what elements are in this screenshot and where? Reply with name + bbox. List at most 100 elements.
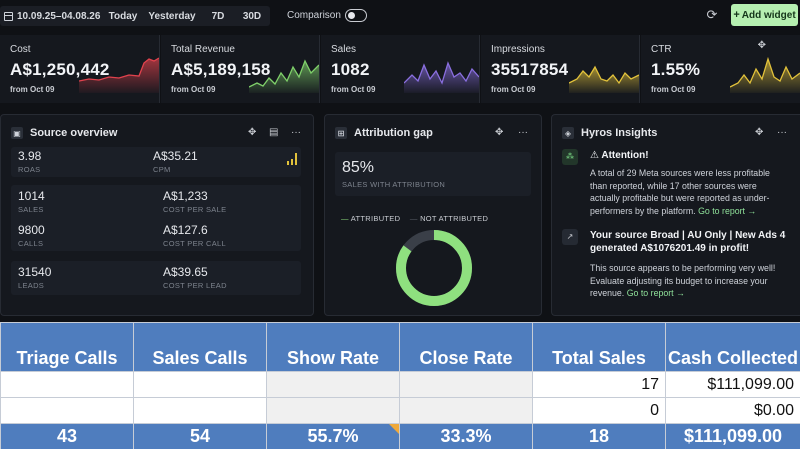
- header-sales-calls[interactable]: Sales Calls: [133, 322, 267, 372]
- more-icon[interactable]: ···: [518, 127, 528, 138]
- metric-card-leads[interactable]: 31540 LEADS A$39.65 COST PER LEAD: [11, 261, 301, 295]
- sales-sparkline: [404, 61, 479, 93]
- total-close-rate[interactable]: 33.3%: [399, 423, 533, 449]
- kpi-value: A$1,250,442: [10, 60, 110, 79]
- source-icon: ▣: [11, 127, 23, 139]
- metric-value: A$35.21: [153, 149, 198, 163]
- table-cell[interactable]: [0, 371, 134, 398]
- preset-today-button[interactable]: Today: [104, 6, 142, 26]
- kpi-card-impressions[interactable]: Impressions 35517854 from Oct 09: [481, 35, 640, 103]
- table-cell[interactable]: [133, 397, 267, 424]
- metric-value: 9800: [18, 223, 45, 237]
- comparison-label: Comparison: [287, 10, 341, 21]
- move-icon[interactable]: ✥: [495, 127, 504, 138]
- go-to-report-link[interactable]: Go to report →: [626, 288, 685, 298]
- table-cell[interactable]: [266, 397, 400, 424]
- kpi-value: 1.55%: [651, 60, 701, 79]
- preset-30d-button[interactable]: 30D: [234, 6, 270, 26]
- metric-card-sales-calls[interactable]: 1014 SALES A$1,233 COST PER SALE 9800 CA…: [11, 185, 301, 251]
- kpi-card-cost[interactable]: Cost A$1,250,442 from Oct 09: [0, 35, 160, 103]
- cost-sparkline: [79, 57, 159, 93]
- header-close-rate[interactable]: Close Rate: [399, 322, 533, 372]
- kpi-label: CTR: [651, 44, 672, 55]
- table-header-row: Triage Calls Sales Calls Show Rate Close…: [0, 322, 800, 372]
- more-icon[interactable]: ···: [777, 127, 787, 138]
- kpi-subtitle: from Oct 09: [331, 85, 376, 94]
- insight-body: This source appears to be performing ver…: [590, 262, 788, 300]
- attribution-icon: ⊞: [335, 127, 347, 139]
- ctr-sparkline: [730, 56, 800, 93]
- table-row: 0 $0.00: [0, 397, 800, 424]
- panel-title: Source overview: [30, 127, 118, 139]
- metric-label: COST PER SALE: [163, 205, 227, 214]
- calendar-icon: [4, 11, 13, 21]
- metric-label: CALLS: [18, 239, 44, 248]
- table-cell[interactable]: [266, 371, 400, 398]
- metric-value: 1014: [18, 189, 45, 203]
- comparison-toggle[interactable]: [345, 9, 367, 22]
- header-triage-calls[interactable]: Triage Calls: [0, 322, 134, 372]
- kpi-card-total-revenue[interactable]: Total Revenue A$5,189,158 from Oct 09: [161, 35, 320, 103]
- table-cell[interactable]: [399, 397, 533, 424]
- panel-title: Attribution gap: [354, 127, 433, 139]
- table-cell[interactable]: [399, 371, 533, 398]
- plus-icon: +: [733, 9, 740, 21]
- kpi-value: 35517854: [491, 60, 569, 79]
- insight-text: This source appears to be performing ver…: [590, 263, 776, 298]
- table-cell[interactable]: [0, 397, 134, 424]
- more-icon[interactable]: ···: [291, 127, 301, 138]
- sales-table: Triage Calls Sales Calls Show Rate Close…: [0, 322, 800, 449]
- attribution-percent: 85%: [342, 159, 375, 176]
- metric-card-roas[interactable]: 3.98 ROAS A$35.21 CPM: [11, 147, 301, 177]
- kpi-label: Impressions: [491, 44, 545, 55]
- kpi-row: Cost A$1,250,442 from Oct 09 Total Reven…: [0, 35, 800, 103]
- go-to-report-link[interactable]: Go to report →: [698, 205, 757, 216]
- table-cell[interactable]: $0.00: [665, 397, 800, 424]
- preset-7d-button[interactable]: 7D: [202, 6, 234, 26]
- spreadsheet: Triage Calls Sales Calls Show Rate Close…: [0, 322, 800, 449]
- header-cash-collected[interactable]: Cash Collected: [665, 322, 800, 372]
- table-cell[interactable]: [133, 371, 267, 398]
- insight-alert-icon: ⁂: [562, 149, 578, 165]
- legend-attributed-swatch: —: [341, 214, 349, 223]
- preset-yesterday-button[interactable]: Yesterday: [142, 6, 202, 26]
- total-triage-calls[interactable]: 43: [0, 423, 134, 449]
- kpi-label: Sales: [331, 44, 357, 55]
- kpi-subtitle: from Oct 09: [651, 85, 696, 94]
- kpi-card-ctr[interactable]: CTR 1.55% from Oct 09 ✥: [641, 35, 800, 103]
- document-icon[interactable]: ▤: [269, 127, 279, 138]
- metric-label: CPM: [153, 165, 171, 174]
- attribution-donut-chart: [396, 230, 472, 306]
- insight-text: A total of 29 Meta sources were less pro…: [590, 168, 770, 216]
- move-icon[interactable]: ✥: [757, 40, 766, 51]
- header-show-rate[interactable]: Show Rate: [266, 322, 400, 372]
- total-cash-collected[interactable]: $111,099.00: [665, 423, 800, 449]
- table-cell[interactable]: 17: [532, 371, 666, 398]
- move-icon[interactable]: ✥: [248, 127, 257, 138]
- kpi-value: 1082: [331, 60, 370, 79]
- top-toolbar: 10.09.25–04.08.26 Today Yesterday 7D 30D…: [0, 0, 800, 33]
- impressions-sparkline: [569, 65, 639, 93]
- kpi-label: Total Revenue: [171, 44, 235, 55]
- total-show-rate[interactable]: 55.7%: [266, 423, 400, 449]
- total-sales[interactable]: 18: [532, 423, 666, 449]
- refresh-icon[interactable]: ⟳: [706, 7, 718, 22]
- insights-icon: ◈: [562, 127, 574, 139]
- metric-label: SALES: [18, 205, 44, 214]
- table-cell[interactable]: 0: [532, 397, 666, 424]
- add-widget-button[interactable]: + Add widget: [731, 4, 798, 26]
- trend-icon: ↗: [562, 229, 578, 245]
- bar-chart-icon: [287, 153, 297, 165]
- metric-value: A$39.65: [163, 265, 208, 279]
- header-total-sales[interactable]: Total Sales: [532, 322, 666, 372]
- hyros-insights-panel: ◈ Hyros Insights ✥ ···: [551, 114, 800, 316]
- attribution-percent-label: SALES WITH ATTRIBUTION: [342, 180, 446, 189]
- total-sales-calls[interactable]: 54: [133, 423, 267, 449]
- kpi-subtitle: from Oct 09: [171, 85, 216, 94]
- date-range-picker[interactable]: 10.09.25–04.08.26: [0, 6, 104, 26]
- kpi-card-sales[interactable]: Sales 1082 from Oct 09: [321, 35, 480, 103]
- metric-label: COST PER CALL: [163, 239, 226, 248]
- table-cell[interactable]: $111,099.00: [665, 371, 800, 398]
- move-icon[interactable]: ✥: [755, 127, 764, 138]
- metric-label: ROAS: [18, 165, 41, 174]
